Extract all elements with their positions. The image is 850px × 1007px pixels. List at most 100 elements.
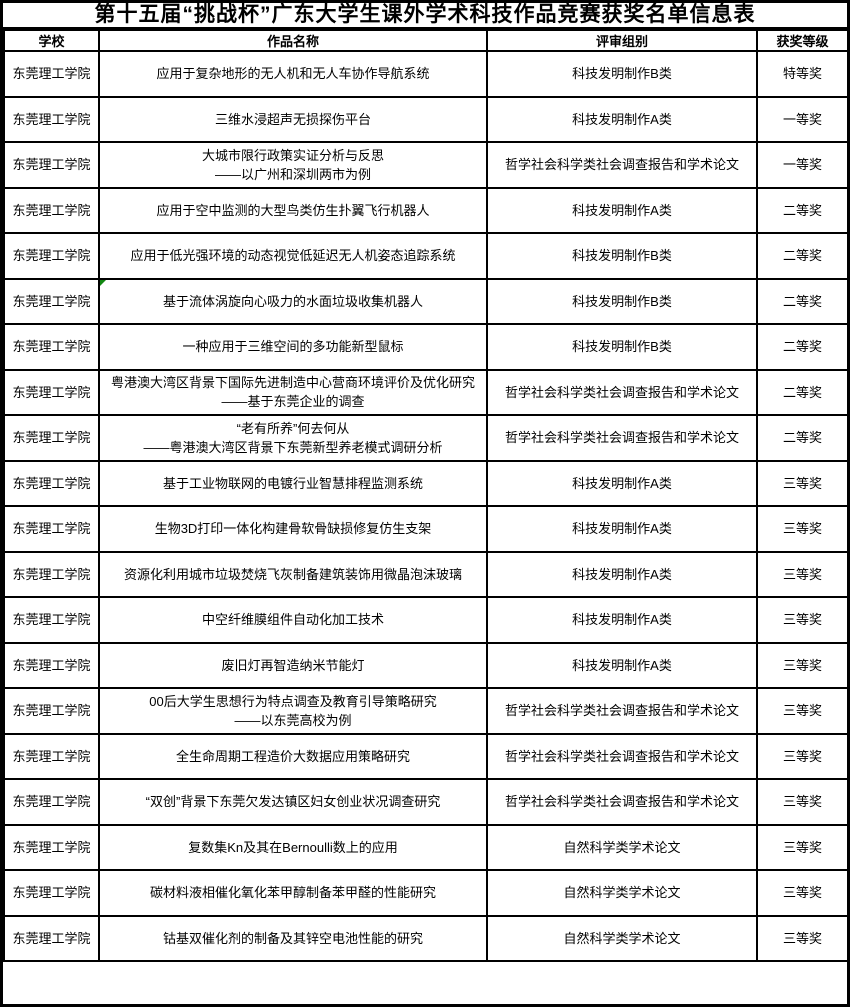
column-header-school[interactable]: 学校 bbox=[3, 29, 100, 52]
cell-group[interactable]: 哲学社会科学类社会调查报告和学术论文 bbox=[486, 732, 758, 780]
cell-school[interactable]: 东莞理工学院 bbox=[3, 914, 100, 962]
cell-school[interactable]: 东莞理工学院 bbox=[3, 186, 100, 234]
cell-award[interactable]: 二等奖 bbox=[756, 277, 847, 325]
table-row: 东莞理工学院 应用于复杂地形的无人机和无人车协作导航系统 科技发明制作B类 特等… bbox=[3, 50, 847, 98]
cell-award[interactable]: 三等奖 bbox=[756, 550, 847, 598]
cell-school[interactable]: 东莞理工学院 bbox=[3, 414, 100, 462]
table-row: 东莞理工学院 全生命周期工程造价大数据应用策略研究 哲学社会科学类社会调查报告和… bbox=[3, 732, 847, 780]
cell-group[interactable]: 科技发明制作A类 bbox=[486, 95, 758, 143]
table-row: 东莞理工学院 废旧灯再智造纳米节能灯 科技发明制作A类 三等奖 bbox=[3, 641, 847, 689]
cell-work[interactable]: 钴基双催化剂的制备及其锌空电池性能的研究 bbox=[98, 914, 488, 962]
cell-work[interactable]: 资源化利用城市垃圾焚烧飞灰制备建筑装饰用微晶泡沫玻璃 bbox=[98, 550, 488, 598]
cell-school[interactable]: 东莞理工学院 bbox=[3, 550, 100, 598]
cell-work[interactable]: 生物3D打印一体化构建骨软骨缺损修复仿生支架 bbox=[98, 505, 488, 553]
cell-school[interactable]: 东莞理工学院 bbox=[3, 232, 100, 280]
table-row: 东莞理工学院 应用于空中监测的大型鸟类仿生扑翼飞行机器人 科技发明制作A类 二等… bbox=[3, 186, 847, 234]
cell-group[interactable]: 哲学社会科学类社会调查报告和学术论文 bbox=[486, 778, 758, 826]
cell-group[interactable]: 自然科学类学术论文 bbox=[486, 823, 758, 871]
table-row: 东莞理工学院 钴基双催化剂的制备及其锌空电池性能的研究 自然科学类学术论文 三等… bbox=[3, 914, 847, 962]
cell-school[interactable]: 东莞理工学院 bbox=[3, 141, 100, 189]
cell-work[interactable]: 废旧灯再智造纳米节能灯 bbox=[98, 641, 488, 689]
cell-award[interactable]: 三等奖 bbox=[756, 459, 847, 507]
cell-group[interactable]: 科技发明制作A类 bbox=[486, 550, 758, 598]
cell-group[interactable]: 自然科学类学术论文 bbox=[486, 869, 758, 917]
cell-work[interactable]: 00后大学生思想行为特点调查及教育引导策略研究 ——以东莞高校为例 bbox=[98, 687, 488, 735]
table-row: 东莞理工学院 基于流体涡旋向心吸力的水面垃圾收集机器人 科技发明制作B类 二等奖 bbox=[3, 277, 847, 325]
cell-award[interactable]: 三等奖 bbox=[756, 732, 847, 780]
cell-school[interactable]: 东莞理工学院 bbox=[3, 368, 100, 416]
cell-award[interactable]: 三等奖 bbox=[756, 823, 847, 871]
cell-work[interactable]: 应用于低光强环境的动态视觉低延迟无人机姿态追踪系统 bbox=[98, 232, 488, 280]
cell-group[interactable]: 科技发明制作B类 bbox=[486, 50, 758, 98]
cell-award[interactable]: 三等奖 bbox=[756, 778, 847, 826]
cell-school[interactable]: 东莞理工学院 bbox=[3, 823, 100, 871]
cell-school[interactable]: 东莞理工学院 bbox=[3, 596, 100, 644]
cell-award[interactable]: 三等奖 bbox=[756, 869, 847, 917]
column-header-work[interactable]: 作品名称 bbox=[98, 29, 488, 52]
cell-school[interactable]: 东莞理工学院 bbox=[3, 778, 100, 826]
page-title: 第十五届“挑战杯”广东大学生课外学术科技作品竞赛获奖名单信息表 bbox=[3, 3, 847, 29]
cell-school[interactable]: 东莞理工学院 bbox=[3, 505, 100, 553]
table-row: 东莞理工学院 复数集Kn及其在Bernoulli数上的应用 自然科学类学术论文 … bbox=[3, 823, 847, 871]
cell-school[interactable]: 东莞理工学院 bbox=[3, 95, 100, 143]
cell-work[interactable]: 基于工业物联网的电镀行业智慧排程监测系统 bbox=[98, 459, 488, 507]
cell-award[interactable]: 二等奖 bbox=[756, 414, 847, 462]
cell-group[interactable]: 科技发明制作B类 bbox=[486, 232, 758, 280]
cell-work[interactable]: 碳材料液相催化氧化苯甲醇制备苯甲醛的性能研究 bbox=[98, 869, 488, 917]
cell-work[interactable]: 中空纤维膜组件自动化加工技术 bbox=[98, 596, 488, 644]
cell-group[interactable]: 哲学社会科学类社会调查报告和学术论文 bbox=[486, 414, 758, 462]
cell-work[interactable]: 复数集Kn及其在Bernoulli数上的应用 bbox=[98, 823, 488, 871]
cell-group[interactable]: 科技发明制作A类 bbox=[486, 596, 758, 644]
cell-school[interactable]: 东莞理工学院 bbox=[3, 641, 100, 689]
cell-award[interactable]: 一等奖 bbox=[756, 141, 847, 189]
cell-award[interactable]: 二等奖 bbox=[756, 186, 847, 234]
cell-group[interactable]: 自然科学类学术论文 bbox=[486, 914, 758, 962]
table-row: 东莞理工学院 中空纤维膜组件自动化加工技术 科技发明制作A类 三等奖 bbox=[3, 596, 847, 644]
cell-group[interactable]: 哲学社会科学类社会调查报告和学术论文 bbox=[486, 687, 758, 735]
cell-group[interactable]: 科技发明制作A类 bbox=[486, 505, 758, 553]
cell-award[interactable]: 三等奖 bbox=[756, 687, 847, 735]
cell-school[interactable]: 东莞理工学院 bbox=[3, 323, 100, 371]
cell-work[interactable]: 全生命周期工程造价大数据应用策略研究 bbox=[98, 732, 488, 780]
cell-award[interactable]: 三等奖 bbox=[756, 505, 847, 553]
cell-work[interactable]: 应用于复杂地形的无人机和无人车协作导航系统 bbox=[98, 50, 488, 98]
table-row: 东莞理工学院 大城市限行政策实证分析与反思 ——以广州和深圳两市为例 哲学社会科… bbox=[3, 141, 847, 189]
cell-group[interactable]: 科技发明制作A类 bbox=[486, 186, 758, 234]
cell-school[interactable]: 东莞理工学院 bbox=[3, 687, 100, 735]
cell-award[interactable]: 二等奖 bbox=[756, 368, 847, 416]
cell-award[interactable]: 二等奖 bbox=[756, 323, 847, 371]
cell-award[interactable]: 一等奖 bbox=[756, 95, 847, 143]
cell-award[interactable]: 二等奖 bbox=[756, 232, 847, 280]
cell-school[interactable]: 东莞理工学院 bbox=[3, 459, 100, 507]
cell-award[interactable]: 三等奖 bbox=[756, 641, 847, 689]
cell-school[interactable]: 东莞理工学院 bbox=[3, 277, 100, 325]
cell-award[interactable]: 三等奖 bbox=[756, 914, 847, 962]
table-body: 东莞理工学院 应用于复杂地形的无人机和无人车协作导航系统 科技发明制作B类 特等… bbox=[3, 50, 847, 962]
cell-work[interactable]: 大城市限行政策实证分析与反思 ——以广州和深圳两市为例 bbox=[98, 141, 488, 189]
cell-group[interactable]: 科技发明制作A类 bbox=[486, 641, 758, 689]
cell-group[interactable]: 科技发明制作B类 bbox=[486, 277, 758, 325]
cell-award[interactable]: 三等奖 bbox=[756, 596, 847, 644]
cell-work[interactable]: 一种应用于三维空间的多功能新型鼠标 bbox=[98, 323, 488, 371]
table-row: 东莞理工学院 应用于低光强环境的动态视觉低延迟无人机姿态追踪系统 科技发明制作B… bbox=[3, 232, 847, 280]
column-header-group[interactable]: 评审组别 bbox=[486, 29, 758, 52]
cell-school[interactable]: 东莞理工学院 bbox=[3, 869, 100, 917]
cell-work[interactable]: “老有所养”何去何从 ——粤港澳大湾区背景下东莞新型养老模式调研分析 bbox=[98, 414, 488, 462]
cell-work[interactable]: 三维水浸超声无损探伤平台 bbox=[98, 95, 488, 143]
table-row: 东莞理工学院 “双创”背景下东莞欠发达镇区妇女创业状况调查研究 哲学社会科学类社… bbox=[3, 778, 847, 826]
cell-school[interactable]: 东莞理工学院 bbox=[3, 732, 100, 780]
cell-group[interactable]: 科技发明制作A类 bbox=[486, 459, 758, 507]
cell-award[interactable]: 特等奖 bbox=[756, 50, 847, 98]
table-row: 东莞理工学院 碳材料液相催化氧化苯甲醇制备苯甲醛的性能研究 自然科学类学术论文 … bbox=[3, 869, 847, 917]
table-row: 东莞理工学院 00后大学生思想行为特点调查及教育引导策略研究 ——以东莞高校为例… bbox=[3, 687, 847, 735]
table-row: 东莞理工学院 三维水浸超声无损探伤平台 科技发明制作A类 一等奖 bbox=[3, 95, 847, 143]
cell-school[interactable]: 东莞理工学院 bbox=[3, 50, 100, 98]
cell-group[interactable]: 科技发明制作B类 bbox=[486, 323, 758, 371]
column-header-award[interactable]: 获奖等级 bbox=[756, 29, 847, 52]
cell-group[interactable]: 哲学社会科学类社会调查报告和学术论文 bbox=[486, 368, 758, 416]
cell-work[interactable]: “双创”背景下东莞欠发达镇区妇女创业状况调查研究 bbox=[98, 778, 488, 826]
cell-work[interactable]: 应用于空中监测的大型鸟类仿生扑翼飞行机器人 bbox=[98, 186, 488, 234]
cell-work[interactable]: 基于流体涡旋向心吸力的水面垃圾收集机器人 bbox=[98, 277, 488, 325]
cell-work[interactable]: 粤港澳大湾区背景下国际先进制造中心营商环境评价及优化研究 ——基于东莞企业的调查 bbox=[98, 368, 488, 416]
cell-group[interactable]: 哲学社会科学类社会调查报告和学术论文 bbox=[486, 141, 758, 189]
